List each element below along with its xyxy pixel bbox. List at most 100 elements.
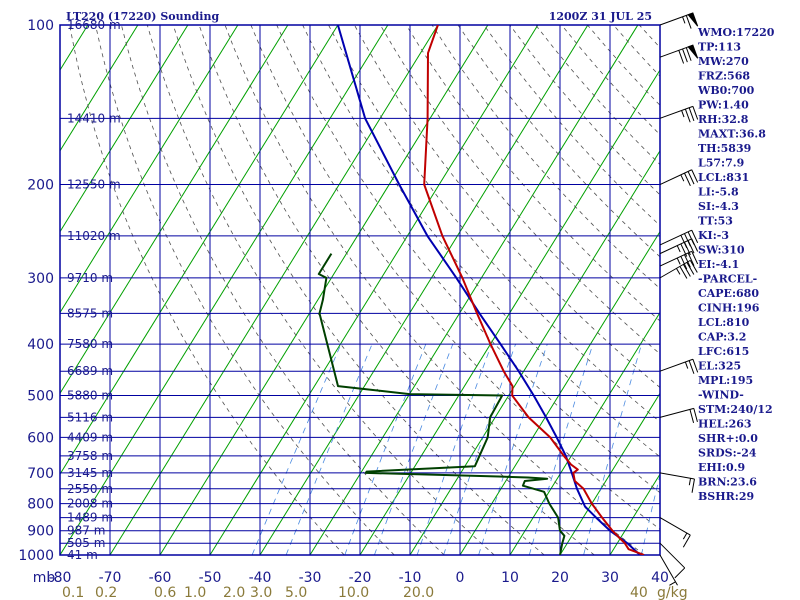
pressure-tick-label: 200 (27, 178, 54, 194)
index-item: EI:-4.1 (698, 258, 739, 271)
wind-barb (659, 259, 698, 279)
index-item: MAXT:36.8 (698, 128, 766, 141)
pressure-tick-label: 100 (27, 18, 54, 34)
isotherm-line (259, 25, 589, 555)
index-item: CAPE:680 (698, 287, 759, 300)
pressure-tick-label: 800 (27, 497, 54, 513)
index-item: LFC:615 (698, 345, 749, 358)
height-label: 2550 m (67, 482, 113, 496)
barb-staff (659, 238, 692, 255)
wind-barbs (659, 12, 699, 586)
mixing-ratio-tick-label: 20.0 (403, 585, 434, 600)
pressure-unit-label: mb (33, 570, 56, 586)
index-item: SI:-4.3 (698, 200, 739, 213)
height-label: 9710 m (67, 271, 113, 285)
isotherm-line (60, 25, 289, 395)
index-item: EHI:0.9 (698, 461, 745, 474)
barb-staff (659, 517, 691, 536)
barb-staff (659, 229, 692, 246)
height-label: 14410 m (67, 111, 121, 125)
temperature-tick-label: -20 (349, 570, 372, 586)
wind-barb (659, 407, 698, 424)
index-item: PW:1.40 (698, 99, 749, 112)
barb-full (682, 48, 688, 63)
barb-staff (659, 358, 694, 372)
barb-half (676, 268, 681, 275)
barb-full (684, 254, 691, 268)
mixing-ratio-line (641, 473, 660, 555)
temperature-tick-label: 0 (456, 570, 465, 586)
barb-full (678, 50, 685, 64)
wind-barb (659, 105, 699, 123)
height-label: 2008 m (67, 497, 113, 511)
mixing-ratio-tick-label: 1.0 (184, 585, 206, 600)
temperature-tick-label: 40 (651, 570, 669, 586)
barb-full (691, 478, 695, 493)
barb-full (685, 47, 692, 61)
barb-full (689, 260, 698, 273)
mixing-ratio-tick-label: 2.0 (223, 585, 245, 600)
mixing-ratio-tick-label: 0.2 (95, 585, 117, 600)
index-item: L57:7.9 (698, 157, 744, 170)
temperature-tick-label: -40 (249, 570, 272, 586)
height-label: 5116 m (67, 410, 113, 424)
pressure-tick-label: 900 (27, 524, 54, 540)
height-label: 12550 m (67, 178, 121, 192)
barb-staff (659, 250, 692, 267)
isotherm-line (60, 25, 189, 233)
mixing-ratio-unit-label: g/kg (657, 585, 688, 600)
pressure-tick-label: 400 (27, 337, 54, 353)
isotherm-line (559, 392, 660, 555)
barb-full (691, 229, 699, 244)
barb-full (688, 360, 695, 374)
barb-staff (659, 407, 694, 418)
sounding-traces (317, 25, 645, 555)
barb-full (674, 567, 686, 579)
barb-full (684, 108, 691, 123)
height-label: 4409 m (67, 430, 113, 444)
dewpoint-trace (317, 253, 566, 555)
isotherm-line (60, 25, 389, 555)
index-item: BRN:23.6 (698, 476, 757, 489)
height-label: 16680 m (67, 18, 121, 32)
isotherm-line (109, 25, 439, 555)
wind-barb (659, 542, 686, 579)
wind-barb (659, 12, 699, 29)
wind-barb (659, 517, 691, 548)
barb-half (669, 581, 676, 586)
pressure-tick-label: 500 (27, 388, 54, 404)
station-title: LT220 (17220) Sounding (66, 10, 219, 23)
index-item: MPL:195 (698, 374, 753, 387)
mixing-ratio-tick-label: 40 (630, 585, 648, 600)
temperature-tick-label: 20 (551, 570, 569, 586)
height-label: 5880 m (67, 388, 113, 402)
height-label: 6689 m (67, 364, 113, 378)
barb-full (680, 235, 688, 249)
barb-full (686, 262, 695, 275)
temperature-tick-label: -80 (49, 570, 72, 586)
barb-full (687, 171, 695, 185)
isotherm-line (60, 25, 239, 314)
wind-barb (659, 238, 699, 257)
pressure-tick-label: 700 (27, 466, 54, 482)
temperature-tick-label: -50 (199, 570, 222, 586)
isotherm-line (60, 25, 339, 476)
barb-full (691, 251, 699, 265)
index-item: LCL:831 (698, 171, 749, 184)
barb-full (682, 264, 691, 277)
mixing-ratio-tick-label: 0.1 (62, 585, 84, 600)
barb-full (689, 409, 695, 424)
index-item: LCL:810 (698, 316, 750, 329)
barb-full (680, 256, 688, 270)
mixing-ratio-lines (251, 343, 660, 555)
isotherm-lines (60, 25, 660, 555)
mixing-ratio-line (478, 343, 548, 555)
barb-half (676, 257, 681, 265)
barb-half (681, 110, 685, 118)
index-item: CAP:3.2 (698, 331, 746, 344)
wind-barb (659, 250, 699, 270)
mixing-ratio-tick-label: 5.0 (285, 585, 307, 600)
mixing-ratio-line (251, 343, 342, 555)
index-item: EL:325 (698, 360, 741, 373)
